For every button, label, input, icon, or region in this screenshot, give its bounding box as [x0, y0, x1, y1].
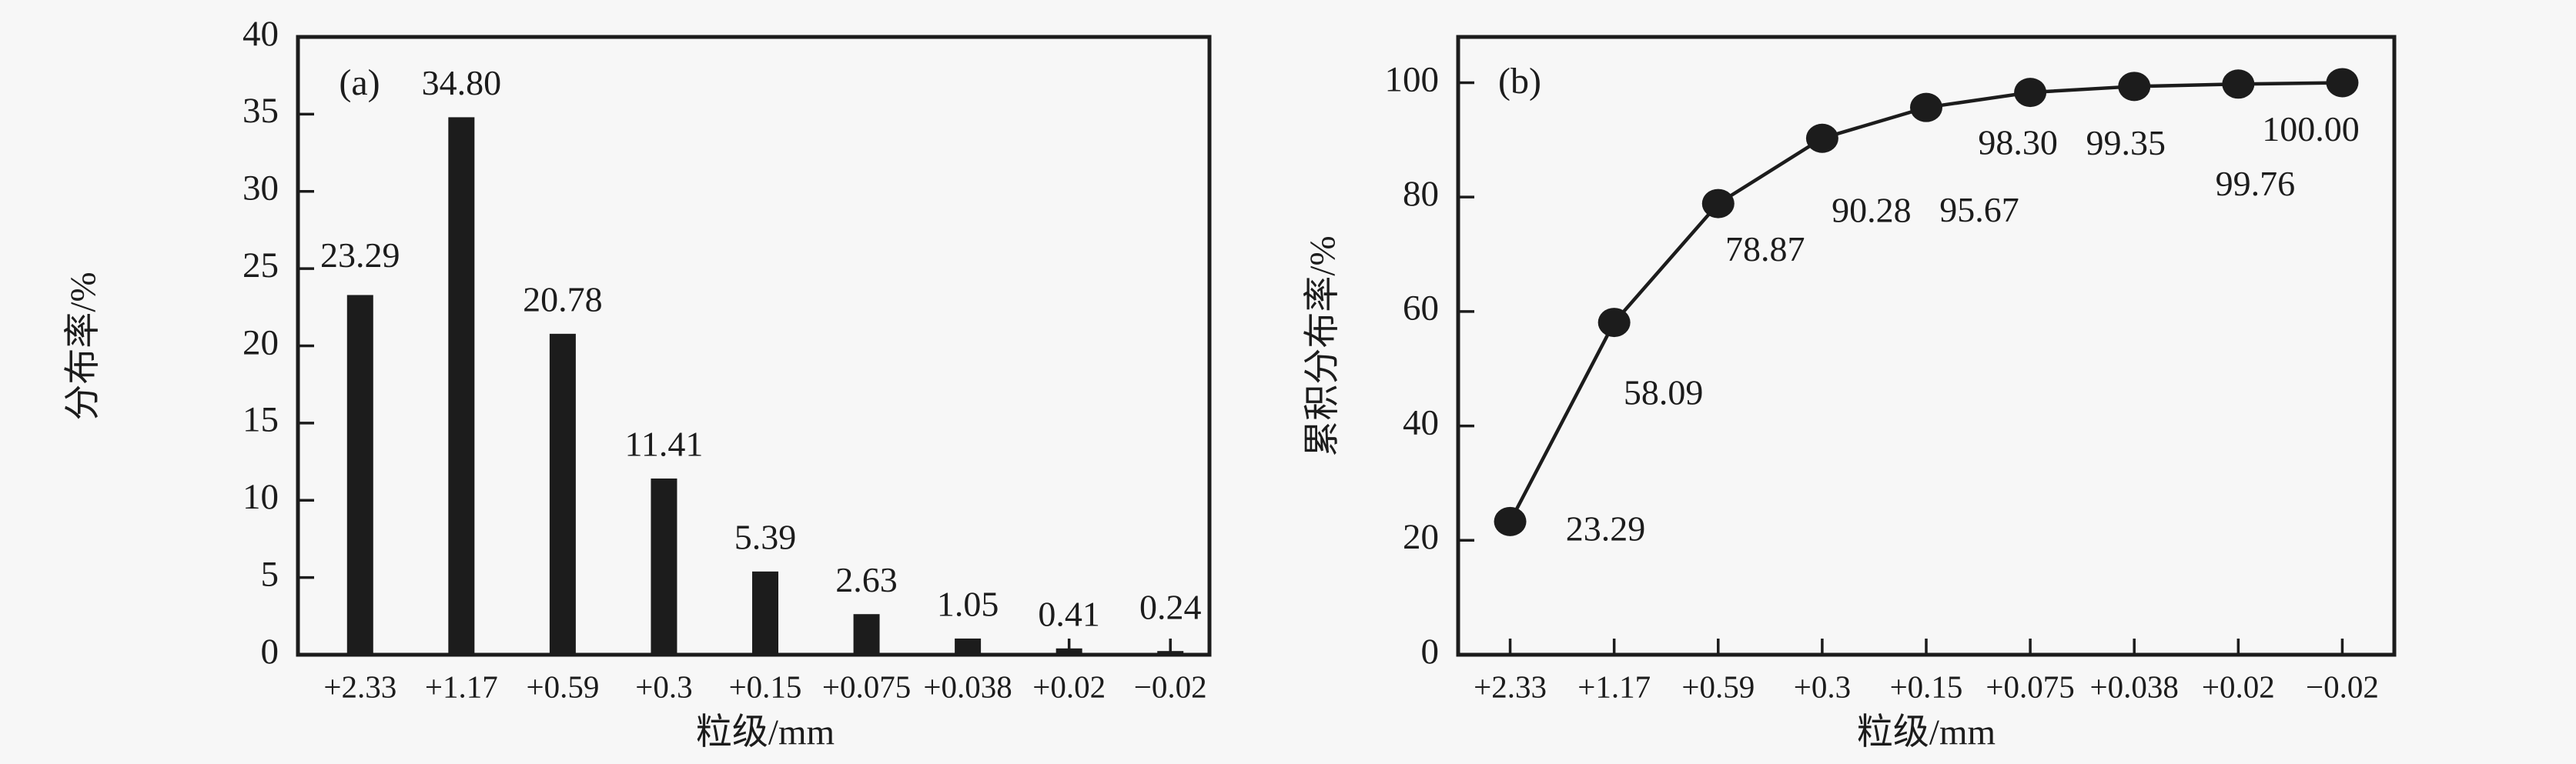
- data-point-+0.15: [1910, 92, 1942, 122]
- x-tick-label: +0.075: [1986, 669, 2074, 704]
- x-tick-label: −0.02: [2306, 669, 2379, 704]
- value-label: 11.41: [625, 425, 704, 464]
- bar-+2.33: [346, 295, 373, 655]
- value-label: 20.78: [523, 279, 603, 319]
- y-axis-title: 累积分布率/%: [1303, 235, 1343, 456]
- value-label: 23.29: [320, 235, 400, 275]
- panel-label: (a): [339, 62, 380, 103]
- series-line: [1508, 81, 2343, 522]
- data-point-+0.3: [1805, 123, 1838, 153]
- x-tick-label: +1.17: [1577, 669, 1651, 704]
- y-tick-label: 0: [261, 632, 279, 672]
- value-label: 0.41: [1038, 594, 1100, 633]
- y-tick-label: 80: [1403, 174, 1439, 214]
- value-label: 90.28: [1832, 190, 1912, 229]
- data-point-+2.33: [1494, 506, 1527, 536]
- x-tick-label: −0.02: [1134, 669, 1207, 704]
- value-label: 100.00: [2262, 109, 2360, 148]
- y-tick-label: 100: [1385, 59, 1440, 99]
- x-tick-label: +0.3: [635, 669, 692, 704]
- x-tick-label: +0.59: [1681, 669, 1755, 704]
- bar-+0.59: [549, 333, 576, 655]
- y-tick-label: 0: [1421, 632, 1440, 672]
- data-point-+0.038: [2118, 72, 2151, 102]
- x-tick-label: +0.038: [2090, 669, 2179, 704]
- x-tick-label: +0.075: [822, 669, 911, 704]
- value-label: 2.63: [835, 560, 898, 599]
- y-tick-label: 15: [243, 400, 279, 440]
- value-label: 58.09: [1624, 373, 1704, 412]
- value-label: 95.67: [1939, 190, 2019, 229]
- x-tick-label: +0.02: [2202, 669, 2275, 704]
- y-tick-label: 20: [1403, 517, 1439, 557]
- panel-label: (b): [1498, 61, 1541, 102]
- x-tick-label: +2.33: [323, 669, 396, 704]
- y-tick-label: 35: [243, 91, 279, 131]
- x-tick-label: +0.59: [526, 669, 599, 704]
- x-tick-label: +2.33: [1474, 669, 1547, 704]
- y-tick-label: 40: [1403, 402, 1439, 442]
- x-tick-label: +0.3: [1794, 669, 1851, 704]
- value-label: 98.30: [1978, 123, 2058, 162]
- value-label: 0.24: [1139, 588, 1202, 627]
- plot-border: [296, 35, 1212, 657]
- y-tick-label: 10: [243, 477, 279, 517]
- y-tick-label: 5: [261, 554, 279, 594]
- x-tick-label: +0.15: [729, 669, 802, 704]
- value-label: 1.05: [937, 584, 999, 623]
- x-tick-label: +0.02: [1032, 669, 1106, 704]
- value-label: 34.80: [422, 63, 502, 102]
- bar-+1.17: [448, 117, 475, 655]
- data-point-+0.59: [1701, 188, 1735, 219]
- plot-border: [1456, 35, 2397, 657]
- data-point-+0.02: [2222, 69, 2255, 99]
- value-label: 99.76: [2216, 164, 2296, 203]
- data-point-−0.02: [2326, 68, 2359, 98]
- x-tick-label: +0.15: [1890, 669, 1963, 704]
- value-label: 23.29: [1566, 509, 1646, 548]
- x-axis-title: 粒级/mm: [1857, 712, 1996, 752]
- y-tick-label: 25: [243, 245, 279, 285]
- x-tick-label: +0.038: [923, 669, 1012, 704]
- value-label: 78.87: [1725, 229, 1805, 269]
- data-point-+1.17: [1597, 308, 1631, 338]
- value-label: 99.35: [2086, 123, 2166, 162]
- y-axis-title: 分布率/%: [63, 272, 103, 420]
- y-tick-label: 20: [243, 322, 279, 362]
- y-tick-label: 30: [243, 168, 279, 209]
- bar-+0.3: [651, 478, 677, 655]
- data-point-+0.075: [2014, 78, 2047, 108]
- y-tick-label: 40: [243, 14, 279, 54]
- value-label: 5.39: [734, 517, 797, 556]
- x-axis-title: 粒级/mm: [696, 712, 835, 752]
- x-tick-label: +1.17: [425, 669, 498, 704]
- y-tick-label: 60: [1403, 289, 1439, 329]
